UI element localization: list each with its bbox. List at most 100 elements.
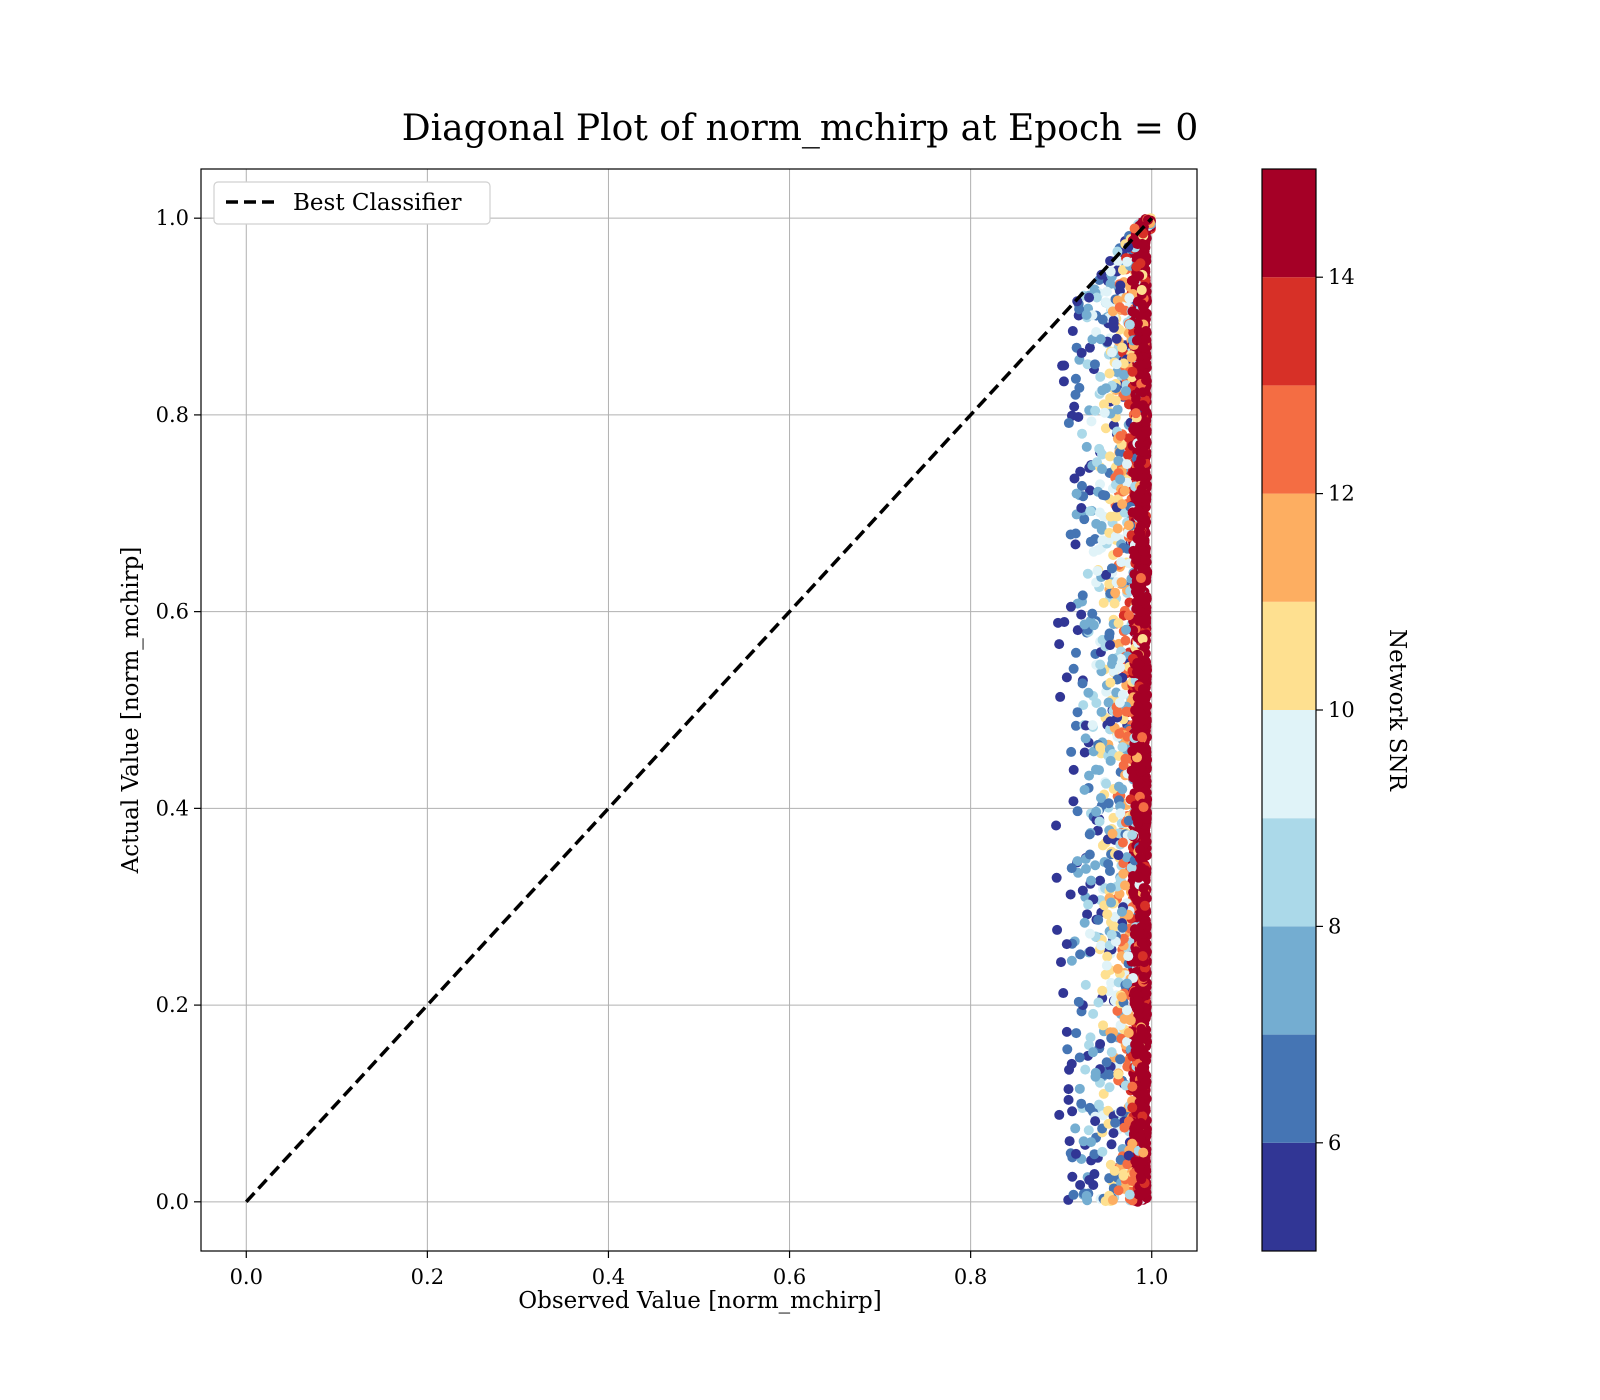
scatter-point bbox=[1130, 308, 1141, 319]
scatter-point bbox=[1135, 464, 1146, 475]
scatter-point bbox=[1115, 808, 1126, 819]
scatter-point bbox=[1132, 658, 1143, 669]
scatter-point bbox=[1065, 601, 1076, 612]
scatter-point bbox=[1058, 376, 1069, 387]
scatter-point bbox=[1104, 1173, 1115, 1184]
scatter-point bbox=[1105, 640, 1116, 651]
scatter-point bbox=[1112, 547, 1123, 558]
scatter-point bbox=[1100, 297, 1111, 308]
scatter-point bbox=[1090, 405, 1101, 416]
scatter-point bbox=[1137, 387, 1148, 398]
scatter-point bbox=[1120, 753, 1131, 764]
scatter-point bbox=[1063, 1084, 1074, 1095]
scatter-point bbox=[1118, 868, 1129, 879]
scatter-point bbox=[1105, 278, 1116, 289]
scatter-point bbox=[1097, 464, 1108, 475]
scatter-point bbox=[1139, 695, 1150, 706]
scatter-point bbox=[1140, 1077, 1151, 1088]
scatter-point bbox=[1122, 256, 1133, 267]
scatter-point bbox=[1136, 456, 1147, 467]
scatter-point bbox=[1140, 1187, 1151, 1198]
scatter-point bbox=[1076, 502, 1087, 513]
scatter-point bbox=[1095, 334, 1106, 345]
scatter-point bbox=[1062, 1044, 1073, 1055]
scatter-point bbox=[1123, 1027, 1134, 1038]
y-tick-label: 0.2 bbox=[156, 993, 189, 1017]
scatter-point bbox=[1085, 506, 1096, 517]
scatter-point bbox=[1098, 399, 1109, 410]
scatter-point bbox=[1138, 1147, 1149, 1158]
scatter-point bbox=[1079, 747, 1090, 758]
scatter-point bbox=[1101, 569, 1112, 580]
scatter-point bbox=[1090, 1071, 1101, 1082]
scatter-point bbox=[1069, 401, 1080, 412]
scatter-point bbox=[1131, 261, 1142, 272]
scatter-points bbox=[1051, 213, 1156, 1207]
scatter-point bbox=[1074, 1052, 1085, 1063]
scatter-point bbox=[1078, 1136, 1089, 1147]
scatter-point bbox=[1117, 837, 1128, 848]
scatter-point bbox=[1132, 318, 1143, 329]
scatter-point bbox=[1080, 733, 1091, 744]
scatter-point bbox=[1134, 1163, 1145, 1174]
scatter-point bbox=[1083, 687, 1094, 698]
scatter-point bbox=[1140, 833, 1151, 844]
scatter-point bbox=[1140, 900, 1151, 911]
scatter-point bbox=[1117, 689, 1128, 700]
scatter-point bbox=[1114, 302, 1125, 313]
scatter-point bbox=[1114, 662, 1125, 673]
scatter-point bbox=[1051, 820, 1062, 831]
scatter-point bbox=[1136, 1068, 1147, 1079]
scatter-point bbox=[1103, 697, 1114, 708]
scatter-point bbox=[1067, 326, 1078, 337]
scatter-point bbox=[1115, 1054, 1126, 1065]
scatter-point bbox=[1139, 1050, 1150, 1061]
scatter-point bbox=[1137, 563, 1148, 574]
scatter-point bbox=[1133, 505, 1144, 516]
scatter-point bbox=[1130, 551, 1141, 562]
colorbar-segment bbox=[1262, 710, 1316, 819]
scatter-point bbox=[1115, 474, 1126, 485]
scatter-point bbox=[1115, 801, 1126, 812]
scatter-point bbox=[1138, 546, 1149, 557]
scatter-point bbox=[1097, 985, 1108, 996]
scatter-point bbox=[1069, 473, 1080, 484]
scatter-point bbox=[1081, 441, 1092, 452]
scatter-point bbox=[1078, 700, 1089, 711]
scatter-point bbox=[1107, 1195, 1118, 1206]
y-tick-label: 1.0 bbox=[156, 206, 189, 230]
scatter-point bbox=[1091, 327, 1102, 338]
scatter-point bbox=[1141, 665, 1152, 676]
scatter-point bbox=[1084, 770, 1095, 781]
scatter-point bbox=[1055, 691, 1066, 702]
scatter-point bbox=[1141, 813, 1152, 824]
scatter-point bbox=[1109, 1165, 1120, 1176]
scatter-point bbox=[1083, 1125, 1094, 1136]
scatter-point bbox=[1115, 653, 1126, 664]
colorbar-tick-label: 6 bbox=[1328, 1131, 1341, 1155]
scatter-point bbox=[1110, 531, 1121, 542]
scatter-point bbox=[1076, 347, 1087, 358]
scatter-point bbox=[1136, 607, 1147, 618]
scatter-point bbox=[1084, 485, 1095, 496]
scatter-point bbox=[1092, 565, 1103, 576]
scatter-point bbox=[1063, 418, 1074, 429]
scatter-point bbox=[1122, 1159, 1133, 1170]
scatter-point bbox=[1077, 590, 1088, 601]
scatter-point bbox=[1112, 523, 1123, 534]
scatter-point bbox=[1105, 451, 1116, 462]
scatter-point bbox=[1074, 382, 1085, 393]
scatter-point bbox=[1140, 334, 1151, 345]
scatter-point bbox=[1109, 921, 1120, 932]
scatter-point bbox=[1138, 342, 1149, 353]
scatter-point bbox=[1127, 1102, 1138, 1113]
scatter-point bbox=[1139, 478, 1150, 489]
scatter-point bbox=[1123, 449, 1134, 460]
scatter-point bbox=[1116, 557, 1127, 568]
scatter-point bbox=[1090, 860, 1101, 871]
colorbar-tick-label: 10 bbox=[1328, 698, 1355, 722]
scatter-point bbox=[1127, 1138, 1138, 1149]
scatter-point bbox=[1131, 393, 1142, 404]
scatter-point bbox=[1098, 1088, 1109, 1099]
